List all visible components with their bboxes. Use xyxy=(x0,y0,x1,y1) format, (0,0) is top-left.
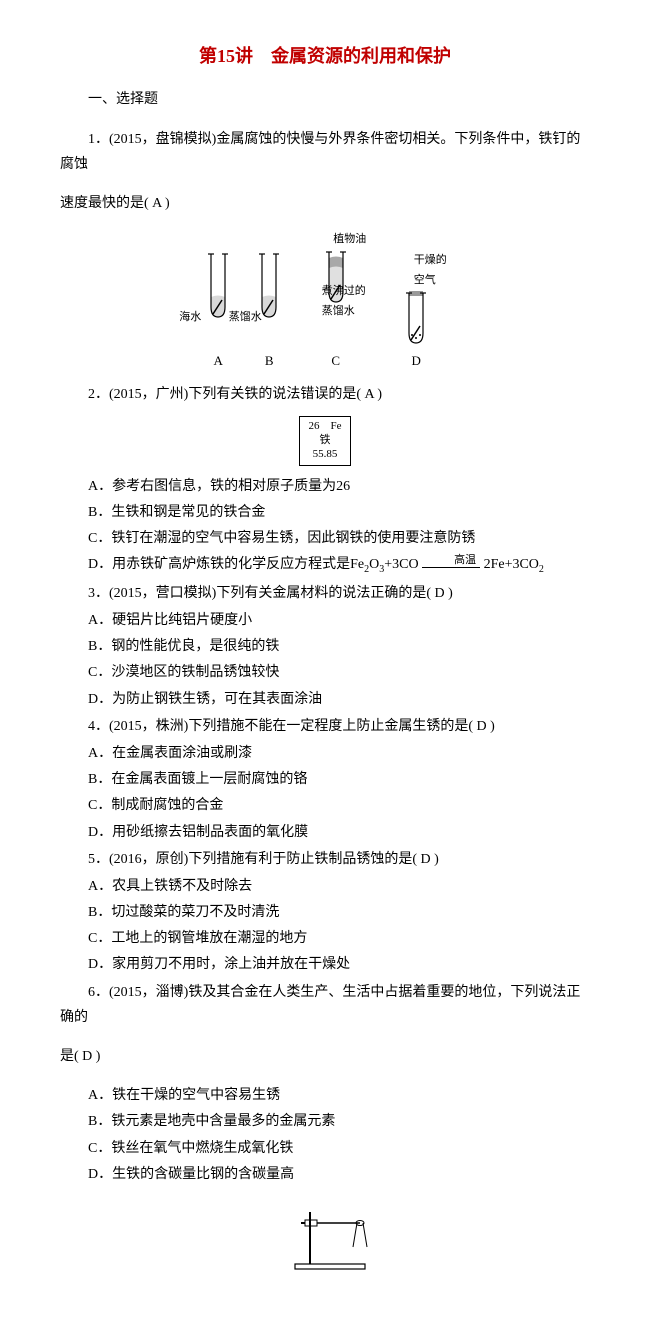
tube-d-letter: D xyxy=(386,349,447,372)
page-title: 第15讲 金属资源的利用和保护 xyxy=(60,40,590,72)
test-tube-icon xyxy=(401,291,431,347)
q4-option-b: B．在金属表面镀上一层耐腐蚀的铬 xyxy=(60,767,590,792)
tube-b: 蒸馏水 B xyxy=(253,252,286,373)
q1-figure: 海水 A 蒸馏水 B 植物油 煮沸过的 蒸馏水 C 干燥的 空气 xyxy=(60,230,590,372)
reaction-condition: 高温 xyxy=(422,554,480,568)
q6-option-d: D．生铁的含碳量比钢的含碳量高 xyxy=(60,1162,590,1187)
tube-d: 干燥的 空气 D xyxy=(386,251,447,372)
q2-option-c: C．铁钉在潮湿的空气中容易生锈，因此钢铁的使用要注意防锈 xyxy=(60,526,590,551)
q6-option-b: B．铁元素是地壳中含量最多的金属元素 xyxy=(60,1109,590,1134)
section-header: 一、选择题 xyxy=(60,87,590,112)
tube-a-label: 海水 xyxy=(179,311,201,323)
fe-box-line3: 55.85 xyxy=(313,448,338,460)
fe-box-line1: 26 Fe xyxy=(309,420,342,432)
q2-option-a: A．参考右图信息，铁的相对原子质量为26 xyxy=(60,474,590,499)
q5-option-b: B．切过酸菜的菜刀不及时清洗 xyxy=(60,900,590,925)
q1-stem-line1: 1．(2015，盘锦模拟)金属腐蚀的快慢与外界条件密切相关。下列条件中，铁钉的腐… xyxy=(60,127,590,177)
periodic-element-box: 26 Fe 铁 55.85 xyxy=(299,416,351,466)
lab-stand-icon xyxy=(265,1202,385,1272)
tube-c-top-label: 植物油 xyxy=(333,230,366,250)
q5-option-c: C．工地上的钢管堆放在潮湿的地方 xyxy=(60,926,590,951)
q6-option-c: C．铁丝在氧气中燃烧生成氧化铁 xyxy=(60,1136,590,1161)
q3-option-d: D．为防止钢铁生锈，可在其表面涂油 xyxy=(60,687,590,712)
q4-option-d: D．用砂纸擦去铝制品表面的氧化膜 xyxy=(60,820,590,845)
apparatus-figure xyxy=(60,1202,590,1281)
q4-option-a: A．在金属表面涂油或刷漆 xyxy=(60,741,590,766)
tube-b-letter: B xyxy=(253,349,286,372)
q3-option-c: C．沙漠地区的铁制品锈蚀较快 xyxy=(60,660,590,685)
q3-option-b: B．钢的性能优良，是很纯的铁 xyxy=(60,634,590,659)
q6-stem-line2: 是( D ) xyxy=(60,1044,590,1069)
q2-d-mid: +3CO xyxy=(384,557,418,572)
q2-option-d: D．用赤铁矿高炉炼铁的化学反应方程式是Fe2O3+3CO 高温 2Fe+3CO2 xyxy=(60,552,590,579)
q4-option-c: C．制成耐腐蚀的合金 xyxy=(60,793,590,818)
fe-box-line2: 铁 xyxy=(320,434,331,446)
q2-d-post: 2Fe+3CO xyxy=(484,557,539,572)
tube-a-letter: A xyxy=(203,349,233,372)
q1-stem-line2: 速度最快的是( A ) xyxy=(60,191,590,216)
q2-d-pre: D．用赤铁矿高炉炼铁的化学反应方程式是Fe xyxy=(88,557,364,572)
q6-stem-line1: 6．(2015，淄博)铁及其合金在人类生产、生活中占据着重要的地位，下列说法正确… xyxy=(60,980,590,1030)
q2-stem: 2．(2015，广州)下列有关铁的说法错误的是( A ) xyxy=(60,382,590,407)
tube-b-label: 蒸馏水 xyxy=(229,311,262,323)
q5-stem: 5．(2016，原创)下列措施有利于防止铁制品锈蚀的是( D ) xyxy=(60,847,590,872)
tube-c-letter: C xyxy=(305,349,366,372)
tube-c-side-label: 煮沸过的 蒸馏水 xyxy=(322,282,366,322)
q2-option-b: B．生铁和钢是常见的铁合金 xyxy=(60,500,590,525)
q5-option-a: A．农具上铁锈不及时除去 xyxy=(60,874,590,899)
q4-stem: 4．(2015，株洲)下列措施不能在一定程度上防止金属生锈的是( D ) xyxy=(60,714,590,739)
tube-c: 植物油 煮沸过的 蒸馏水 C xyxy=(305,230,366,372)
q3-stem: 3．(2015，营口模拟)下列有关金属材料的说法正确的是( D ) xyxy=(60,581,590,606)
tube-d-top-label: 干燥的 空气 xyxy=(414,251,447,291)
q6-option-a: A．铁在干燥的空气中容易生锈 xyxy=(60,1083,590,1108)
q3-option-a: A．硬铝片比纯铝片硬度小 xyxy=(60,608,590,633)
q5-option-d: D．家用剪刀不用时，涂上油并放在干燥处 xyxy=(60,952,590,977)
